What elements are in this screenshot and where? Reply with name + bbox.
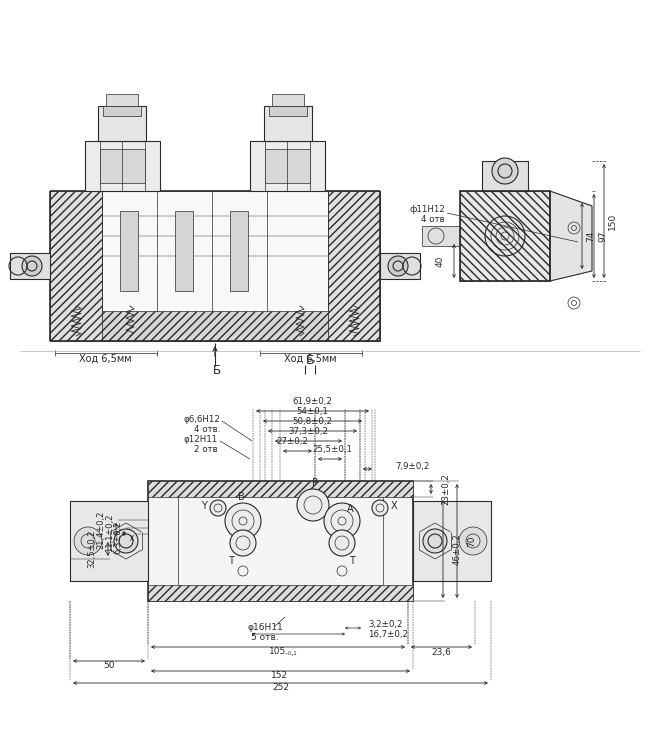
- Text: 25,5±0,1: 25,5±0,1: [312, 445, 352, 454]
- Bar: [50, 191, 102, 341]
- Bar: [265, 149, 310, 183]
- Text: P: P: [312, 478, 318, 488]
- Text: 16,7±0,2: 16,7±0,2: [368, 629, 408, 639]
- Text: ф11Н12: ф11Н12: [409, 205, 445, 213]
- Text: Б: Б: [213, 364, 221, 378]
- Text: 32,5±0,2: 32,5±0,2: [87, 530, 96, 568]
- Bar: [269, 106, 307, 116]
- Text: 50: 50: [103, 662, 115, 670]
- Text: 50,8±0,2: 50,8±0,2: [293, 417, 333, 426]
- Circle shape: [492, 158, 518, 184]
- Bar: [106, 94, 138, 106]
- Text: Y: Y: [201, 501, 207, 511]
- Text: 6,3±0,2: 6,3±0,2: [113, 520, 122, 553]
- Bar: [413, 501, 491, 581]
- Bar: [272, 94, 304, 106]
- Circle shape: [329, 530, 355, 556]
- Circle shape: [114, 529, 138, 553]
- Text: 252: 252: [272, 684, 289, 693]
- Text: 150: 150: [608, 213, 617, 230]
- Text: 74: 74: [586, 230, 595, 241]
- Text: 5 отв.: 5 отв.: [251, 632, 279, 642]
- Bar: [460, 191, 550, 281]
- Text: 3,2±0,2: 3,2±0,2: [368, 620, 403, 629]
- Text: 46±0,2: 46±0,2: [453, 533, 462, 565]
- Circle shape: [210, 500, 226, 516]
- Bar: [422, 226, 460, 246]
- Text: φ6,6Н12: φ6,6Н12: [183, 414, 220, 423]
- Bar: [148, 481, 413, 601]
- Bar: [120, 211, 138, 291]
- Bar: [102, 191, 328, 341]
- Bar: [482, 161, 528, 191]
- Circle shape: [459, 527, 487, 555]
- Text: 152: 152: [272, 671, 289, 681]
- Text: 7,9±0,2: 7,9±0,2: [395, 462, 429, 472]
- Circle shape: [22, 256, 42, 276]
- Text: 97: 97: [598, 230, 607, 241]
- Circle shape: [230, 530, 256, 556]
- Polygon shape: [550, 191, 592, 281]
- Text: 2 отв: 2 отв: [194, 445, 218, 453]
- Text: 4 отв.: 4 отв.: [194, 425, 220, 434]
- Bar: [98, 106, 146, 141]
- Circle shape: [372, 500, 388, 516]
- Bar: [380, 253, 420, 279]
- Text: ₋₀,₁: ₋₀,₁: [285, 648, 297, 657]
- Text: 4 отв: 4 отв: [421, 214, 445, 224]
- Text: 37,3±0,2: 37,3±0,2: [289, 427, 329, 436]
- Circle shape: [74, 527, 102, 555]
- Text: 40: 40: [436, 255, 445, 266]
- Text: A: A: [347, 504, 354, 514]
- Circle shape: [324, 503, 360, 539]
- Bar: [70, 501, 148, 581]
- Circle shape: [225, 503, 261, 539]
- Text: Ход 6,5мм: Ход 6,5мм: [79, 354, 132, 364]
- Bar: [230, 211, 248, 291]
- Text: 54±0,1: 54±0,1: [297, 407, 328, 416]
- Bar: [148, 585, 413, 601]
- Bar: [264, 106, 312, 141]
- Text: Б: Б: [306, 355, 314, 367]
- Bar: [100, 149, 145, 183]
- Text: 21,4±0,2: 21,4±0,2: [96, 511, 105, 549]
- Circle shape: [423, 529, 447, 553]
- Bar: [460, 191, 550, 281]
- Text: 11,1±0,2: 11,1±0,2: [105, 514, 114, 552]
- Text: T: T: [349, 556, 355, 566]
- Text: B: B: [238, 492, 244, 502]
- Bar: [328, 191, 380, 341]
- Text: 23,6: 23,6: [431, 648, 451, 657]
- Text: 61,9±0,2: 61,9±0,2: [293, 397, 332, 406]
- Text: X: X: [391, 501, 397, 511]
- Circle shape: [388, 256, 408, 276]
- Bar: [102, 311, 328, 341]
- Bar: [103, 106, 141, 116]
- Text: Ход 6,5мм: Ход 6,5мм: [284, 354, 336, 364]
- Text: T: T: [228, 556, 234, 566]
- Text: 105: 105: [269, 648, 287, 657]
- Bar: [10, 253, 50, 279]
- Text: φ12Н11: φ12Н11: [184, 434, 218, 444]
- Text: φ16Н11: φ16Н11: [247, 623, 283, 631]
- Bar: [175, 211, 193, 291]
- Text: 27±0,2: 27±0,2: [276, 437, 309, 446]
- Text: 70: 70: [467, 535, 476, 547]
- Bar: [85, 141, 160, 191]
- Text: 23±0,2: 23±0,2: [441, 473, 450, 505]
- Bar: [250, 141, 325, 191]
- Bar: [148, 481, 413, 497]
- Circle shape: [297, 489, 329, 521]
